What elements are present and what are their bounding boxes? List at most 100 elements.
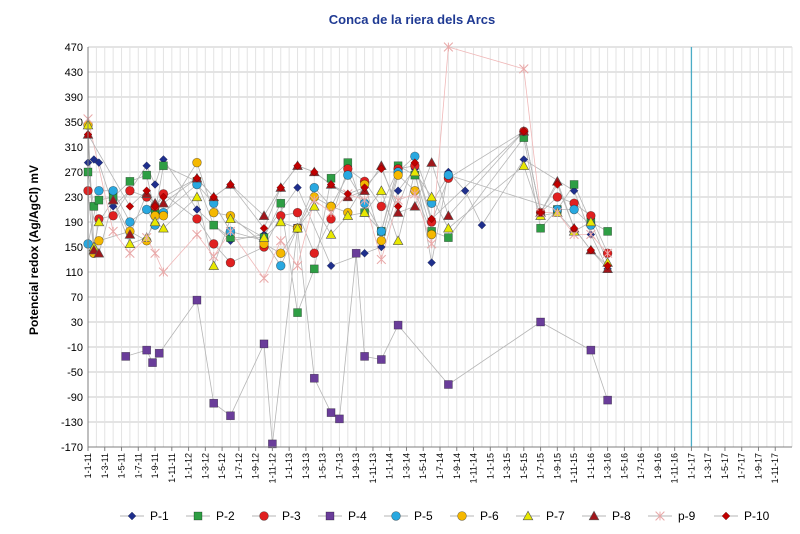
data-point — [410, 158, 420, 167]
data-point — [443, 210, 454, 220]
data-point — [392, 207, 404, 217]
legend: P-1 P-2 P-3 P-4 P-5 P-6 P-7 P-8 p-9 P-10 — [120, 509, 770, 523]
data-point — [276, 183, 286, 192]
legend-marker — [259, 511, 269, 521]
data-point — [292, 207, 303, 218]
data-point — [444, 380, 453, 389]
data-point — [325, 229, 337, 239]
data-point — [94, 236, 104, 246]
grid — [87, 46, 793, 448]
x-tick-label: 1-5-11 — [117, 453, 127, 478]
data-point — [154, 348, 164, 358]
x-tick-label: 1-7-12 — [234, 453, 244, 479]
x-tick-label: 1-11-12 — [267, 453, 277, 483]
data-point — [536, 317, 545, 327]
legend-marker — [457, 511, 467, 521]
data-point — [519, 127, 529, 136]
data-point — [209, 220, 219, 230]
x-tick-label: 1-5-16 — [619, 453, 629, 479]
data-point — [125, 186, 135, 196]
data-point — [569, 186, 579, 196]
legend-item: P-8 — [582, 509, 631, 523]
data-point — [158, 222, 169, 233]
legend-marker — [193, 511, 203, 521]
legend-item: p-9 — [648, 509, 696, 523]
x-tick-label: 1-11-16 — [670, 453, 680, 483]
x-tick-label: 1-7-16 — [636, 453, 646, 479]
data-point — [603, 395, 612, 405]
legend-label: P-7 — [546, 509, 565, 523]
data-point — [518, 160, 530, 170]
data-point — [258, 232, 270, 242]
data-point — [276, 198, 286, 208]
data-point — [360, 248, 369, 258]
data-point — [335, 414, 344, 424]
y-tick-label: 270 — [65, 167, 83, 179]
legend-marker — [721, 511, 731, 521]
data-point — [393, 170, 403, 180]
data-point — [552, 207, 563, 218]
data-point — [142, 170, 151, 180]
y-tick-label: 470 — [65, 42, 83, 54]
data-point — [376, 226, 387, 237]
data-point — [326, 180, 336, 189]
data-point — [586, 345, 596, 355]
data-point — [603, 227, 612, 236]
data-point — [258, 210, 270, 220]
data-point — [142, 186, 152, 196]
data-point — [377, 355, 386, 364]
data-point — [309, 264, 319, 274]
data-point — [360, 183, 369, 192]
data-point — [192, 173, 202, 183]
data-point — [427, 214, 436, 224]
data-point — [124, 229, 136, 239]
data-point — [208, 260, 220, 270]
x-tick-label: 1-9-14 — [452, 453, 462, 479]
y-tick-label: -90 — [67, 392, 83, 404]
data-point — [148, 358, 157, 367]
x-tick-label: 1-9-12 — [251, 453, 261, 479]
data-point — [158, 267, 169, 277]
x-tick-label: 1-7-13 — [334, 453, 344, 479]
data-point — [159, 192, 168, 202]
legend-label: P-10 — [744, 509, 770, 523]
data-point — [376, 164, 386, 174]
y-tick-label: 430 — [65, 67, 83, 79]
data-point — [108, 186, 118, 196]
data-point — [192, 214, 202, 224]
legend-item: P-1 — [120, 509, 169, 523]
data-point — [159, 161, 168, 171]
data-point — [208, 251, 219, 262]
data-point — [552, 180, 562, 189]
legend-item: P-4 — [318, 509, 367, 523]
data-point — [121, 352, 131, 361]
data-point — [93, 216, 105, 227]
data-point — [586, 245, 596, 255]
data-point — [343, 189, 353, 199]
data-point — [360, 352, 369, 361]
data-point — [108, 211, 118, 221]
data-point — [308, 200, 320, 211]
x-tick-label: 1-9-15 — [552, 453, 562, 479]
data-point — [209, 398, 219, 408]
data-point — [259, 223, 269, 233]
y-tick-label: 190 — [65, 217, 83, 229]
legend-marker — [391, 511, 401, 521]
x-tick-label: 1-3-14 — [401, 453, 411, 479]
x-tick-label: 1-11-14 — [469, 453, 479, 483]
y-tick-label: 350 — [65, 117, 83, 129]
y-axis-label: Potencial redox (Ag/AgCl) mV — [27, 165, 41, 335]
legend-label: P-1 — [150, 509, 169, 523]
x-tick-label: 1-5-14 — [418, 453, 428, 479]
y-tick-label: 390 — [65, 92, 83, 104]
data-point — [125, 248, 135, 259]
data-point — [410, 189, 420, 199]
data-point — [293, 308, 302, 317]
data-point — [150, 248, 160, 259]
data-point — [209, 207, 219, 218]
data-point — [409, 166, 421, 177]
data-point — [309, 373, 319, 383]
data-point — [125, 202, 135, 211]
data-point — [142, 161, 152, 171]
